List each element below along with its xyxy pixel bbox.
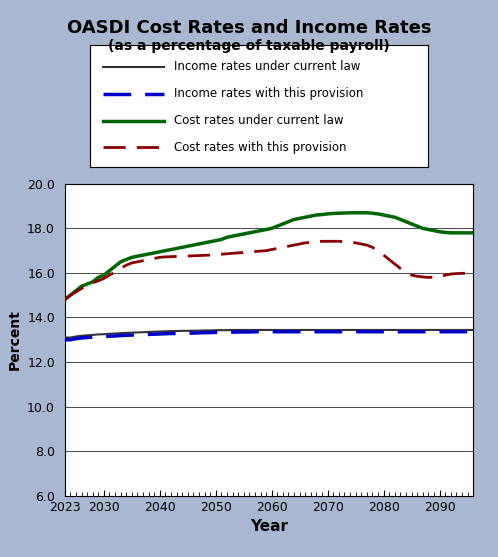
Text: OASDI Cost Rates and Income Rates: OASDI Cost Rates and Income Rates	[67, 19, 431, 37]
Text: Cost rates with this provision: Cost rates with this provision	[174, 141, 347, 154]
Text: Income rates under current law: Income rates under current law	[174, 60, 361, 73]
Y-axis label: Percent: Percent	[7, 309, 21, 370]
X-axis label: Year: Year	[250, 519, 288, 534]
Text: Cost rates under current law: Cost rates under current law	[174, 114, 344, 127]
Text: Income rates with this provision: Income rates with this provision	[174, 87, 364, 100]
Text: (as a percentage of taxable payroll): (as a percentage of taxable payroll)	[108, 39, 390, 53]
